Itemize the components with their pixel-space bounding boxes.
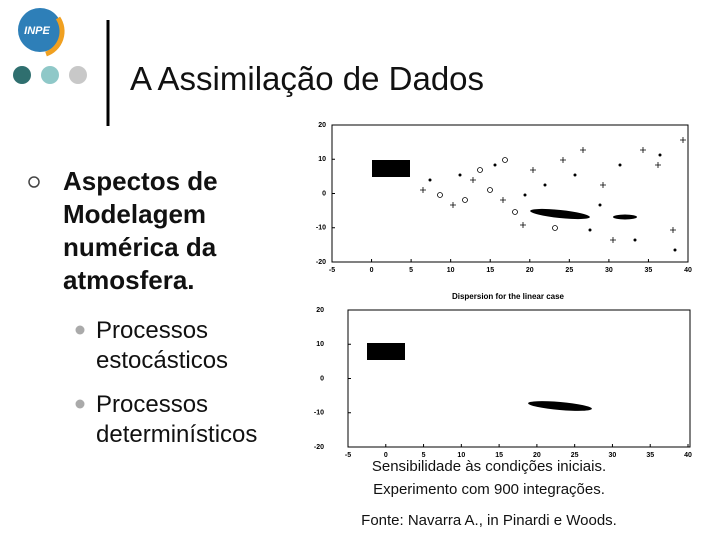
x-tick-label: 5 — [422, 452, 426, 459]
x-tick-label: 15 — [486, 267, 494, 274]
sub-bullet-icon — [75, 325, 85, 335]
x-tick-label: 10 — [457, 452, 465, 459]
cluster — [613, 214, 637, 220]
bullet-icon — [28, 176, 40, 188]
y-tick-label: -10 — [316, 225, 326, 232]
x-tick-label: 20 — [533, 452, 541, 459]
y-tick-label: 0 — [320, 375, 324, 382]
dot — [69, 66, 87, 84]
y-tick-label: 20 — [316, 307, 324, 314]
source: Fonte: Navarra A., in Pinardi e Woods. — [361, 512, 617, 529]
x-tick-label: 10 — [447, 267, 455, 274]
y-tick-label: 10 — [318, 156, 326, 163]
x-tick-label: 30 — [609, 452, 617, 459]
scatter-points — [420, 137, 686, 243]
x-tick-label: 35 — [645, 267, 653, 274]
caption: Sensibilidade às condições iniciais. — [372, 458, 606, 475]
figure — [347, 309, 691, 448]
figure-title: Dispersion for the linear case — [452, 292, 565, 301]
slide-title: A Assimilação de Dados — [130, 60, 484, 97]
x-tick-label: 25 — [571, 452, 579, 459]
x-tick-label: 30 — [605, 267, 613, 274]
caption: Experimento com 900 integrações. — [373, 481, 605, 498]
x-tick-label: 25 — [565, 267, 573, 274]
plot-frame — [347, 309, 691, 448]
x-tick-label: 35 — [646, 452, 654, 459]
x-tick-label: 5 — [409, 267, 413, 274]
y-tick-label: -10 — [314, 410, 324, 417]
logo-text: INPE — [24, 25, 50, 37]
cluster — [372, 160, 410, 177]
cluster — [367, 343, 405, 360]
cluster — [530, 208, 590, 220]
plot-frame — [331, 124, 689, 263]
x-tick-label: 40 — [684, 267, 692, 274]
y-tick-label: -20 — [316, 259, 326, 266]
x-tick-label: 20 — [526, 267, 534, 274]
dot — [41, 66, 59, 84]
bullet-text: Aspectos de Modelagem numérica da atmosfera… — [63, 166, 218, 295]
y-tick-label: 20 — [318, 122, 326, 129]
x-tick-label: -5 — [329, 267, 335, 274]
sub-bullet: Processos estocásticos — [96, 317, 228, 374]
sub-bullet: Processos determinísticos — [96, 391, 257, 448]
x-tick-label: -5 — [345, 452, 351, 459]
x-tick-label: 0 — [384, 452, 388, 459]
logo-arc — [45, 16, 65, 57]
logo-globe — [18, 8, 62, 52]
x-tick-label: 0 — [370, 267, 374, 274]
y-tick-label: 0 — [322, 190, 326, 197]
dot — [13, 66, 31, 84]
y-tick-label: 10 — [316, 341, 324, 348]
figure — [331, 124, 689, 263]
x-tick-label: 15 — [495, 452, 503, 459]
y-tick-label: -20 — [314, 444, 324, 451]
x-tick-label: 40 — [684, 452, 692, 459]
scatter-points — [428, 153, 677, 252]
logo: INPE — [18, 8, 65, 57]
sub-bullet-icon — [75, 399, 85, 409]
cluster — [528, 401, 592, 411]
